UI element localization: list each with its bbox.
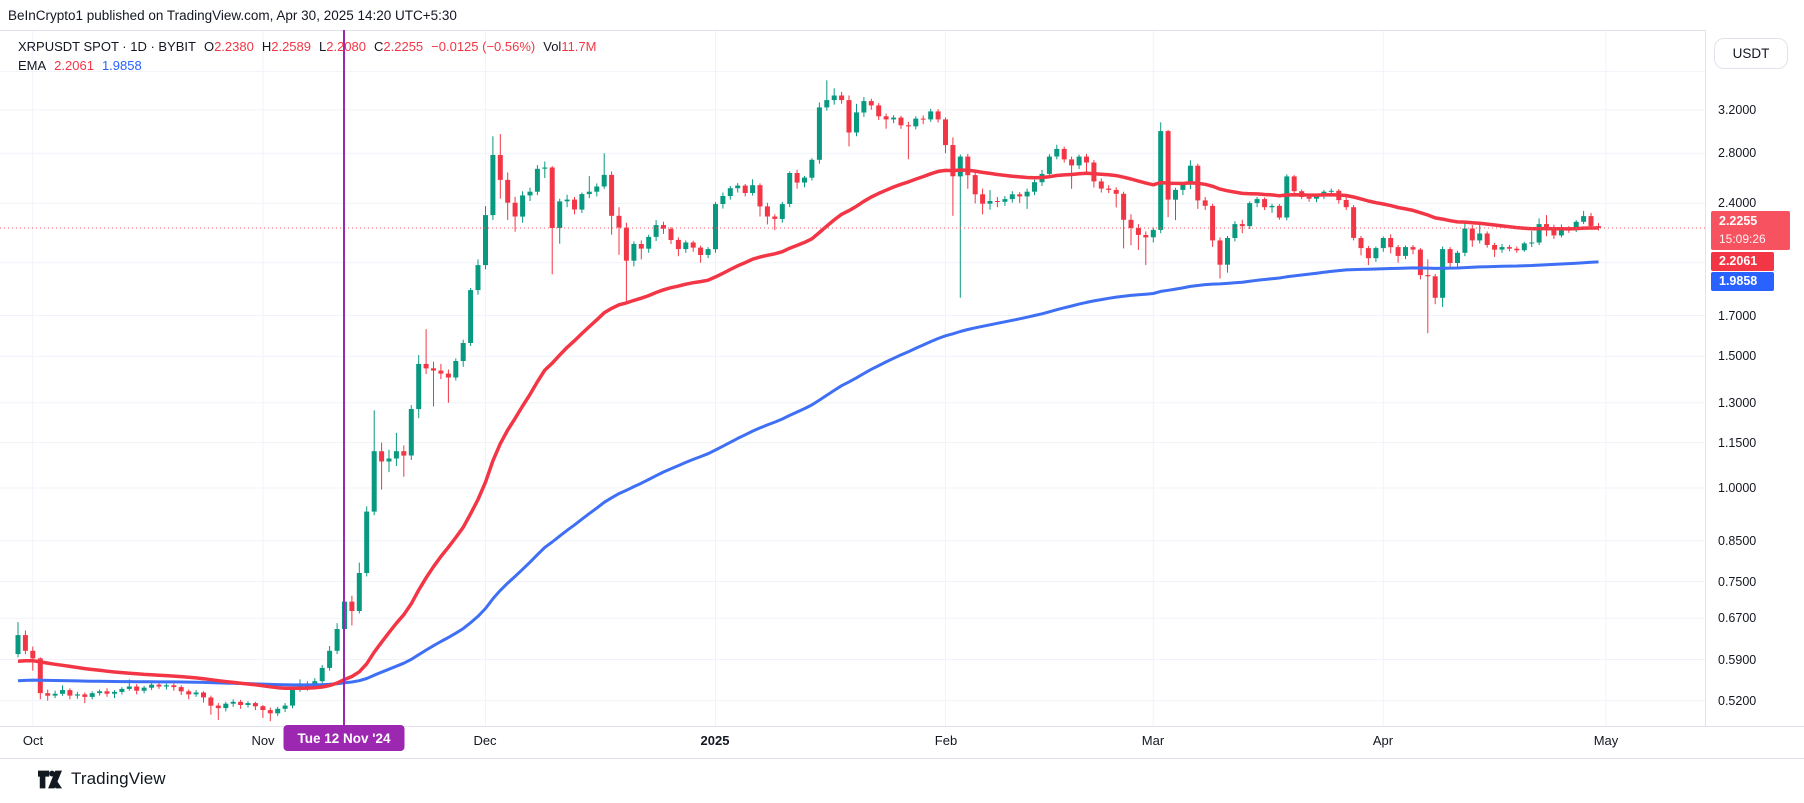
pane-top-border (0, 30, 1804, 31)
last-price-value: 2.2255 (1719, 214, 1758, 229)
ema-fast-price-badge: 2.2061 (1711, 252, 1774, 271)
time-axis-label: Mar (1141, 733, 1165, 748)
price-axis[interactable]: USDT 3.2000 2.8000 2.4000 1.7000 1.5000 1.300… (1706, 30, 1804, 726)
time-axis-label: Apr (1372, 733, 1394, 748)
price-axis-label: 1.5000 (1718, 349, 1757, 363)
date-marker-line (343, 30, 345, 725)
ema-slow-value: 1.9858 (101, 58, 142, 73)
price-axis-label: 2.8000 (1718, 146, 1757, 160)
price-axis-label: 1.0000 (1718, 481, 1757, 495)
tradingview-attribution-link[interactable]: TradingView (38, 769, 166, 789)
time-axis-label: Dec (473, 733, 497, 748)
time-axis-bottom-border (0, 758, 1804, 759)
low-value: L 2.2080 (319, 39, 366, 54)
legend-ohlc-row: XRPUSDT SPOT · 1D · BYBIT O 2.2380 H 2.258… (18, 38, 596, 55)
price-axis-label: 0.5900 (1718, 653, 1757, 667)
bar-countdown: 15:09:26 (1719, 231, 1766, 246)
open-value: O 2.2380 (203, 39, 254, 54)
close-value: C 2.2255 (374, 39, 424, 54)
ema-label: EMA (18, 58, 47, 73)
price-axis-label: 0.8500 (1718, 534, 1757, 548)
price-axis-label: 1.3000 (1718, 396, 1757, 410)
price-axis-label: 1.7000 (1718, 309, 1757, 323)
ema-fast-value: 2.2061 (54, 58, 94, 73)
ema-slow-price-badge: 1.9858 (1711, 272, 1774, 291)
time-axis-label: May (1593, 733, 1619, 748)
price-axis-label: 0.7500 (1718, 575, 1757, 589)
time-axis-separator (0, 726, 1804, 727)
price-axis-label: 2.4000 (1718, 196, 1757, 210)
time-axis[interactable]: Oct Nov Dec 2025 Feb Mar Apr May Tue 12 Nov '24 (0, 725, 1804, 758)
time-axis-label: Feb (934, 733, 958, 748)
symbol-title[interactable]: XRPUSDT SPOT · 1D · BYBIT (18, 39, 196, 54)
volume-value: Vol 11.7M (543, 39, 597, 54)
price-axis-label: 0.5200 (1718, 694, 1757, 708)
tradingview-logo-text: TradingView (71, 769, 166, 788)
time-axis-label: Nov (251, 733, 275, 748)
legend-ema-row: EMA 2.2061 1.9858 (18, 57, 596, 74)
high-value: H 2.2589 (261, 39, 311, 54)
time-axis-label: Oct (22, 733, 44, 748)
last-price-badge: 2.2255 15:09:26 (1711, 211, 1790, 250)
tradingview-logo-icon (38, 770, 62, 788)
date-marker-badge: Tue 12 Nov '24 (283, 725, 405, 751)
price-axis-label: 1.1500 (1718, 436, 1757, 450)
price-axis-label: 0.6700 (1718, 611, 1757, 625)
change-value: −0.0125 (−0.56%) (431, 39, 536, 54)
price-axis-separator (1705, 30, 1706, 758)
publication-header: BeInCrypto1 published on TradingView.com… (8, 8, 457, 23)
time-axis-label: 2025 (700, 733, 730, 748)
chart-legend: XRPUSDT SPOT · 1D · BYBIT O 2.2380 H 2.258… (18, 38, 596, 74)
currency-toggle-button[interactable]: USDT (1714, 38, 1788, 69)
price-axis-label: 3.2000 (1718, 103, 1757, 117)
